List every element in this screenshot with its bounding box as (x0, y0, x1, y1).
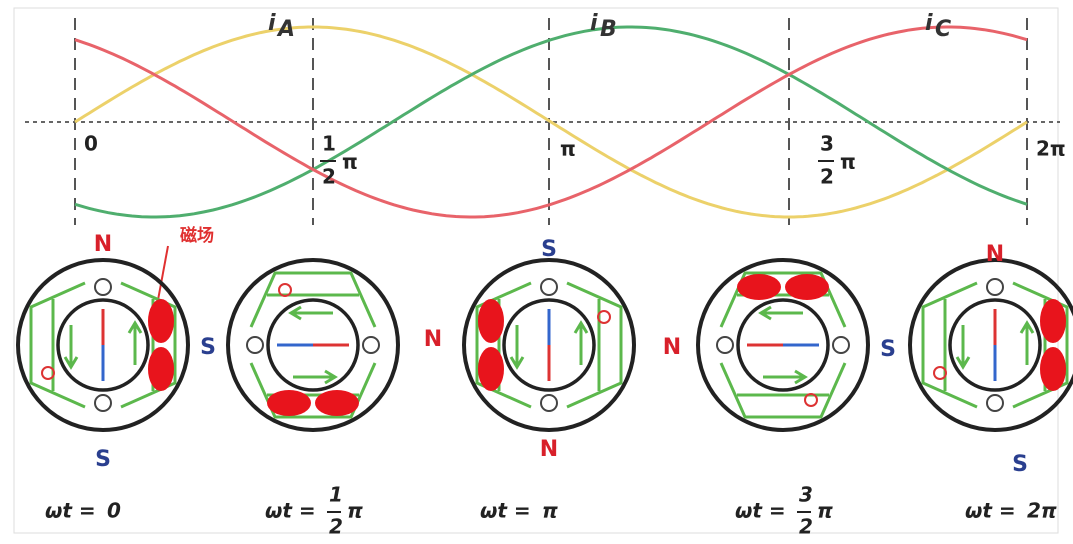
pole-label: N (94, 232, 112, 257)
caption-num: 3 (799, 483, 813, 507)
pole-label: S (541, 237, 557, 262)
axis-label-pi: π (342, 150, 358, 174)
caption-value: π (542, 499, 558, 523)
field-pole (1040, 299, 1066, 343)
axis-label-num: 3 (820, 132, 834, 156)
pole-label: N (986, 242, 1004, 267)
axis-label-num: 1 (322, 132, 336, 156)
field-pole (737, 274, 781, 300)
slot (833, 337, 849, 353)
axis-label-den: 2 (322, 165, 336, 189)
pole-label: N (663, 335, 681, 360)
caption-den: 2 (329, 515, 343, 539)
caption-den: 2 (799, 515, 813, 539)
caption-pi: π (817, 499, 833, 523)
field-annotation: 磁场 (180, 225, 214, 246)
caption-prefix: ωt = (480, 499, 531, 523)
curve-label: i (590, 11, 598, 36)
caption-prefix: ωt = (965, 499, 1016, 523)
slot (363, 337, 379, 353)
pole-label: N (540, 437, 558, 462)
axis-label-pi: π (840, 150, 856, 174)
field-pole (148, 299, 174, 343)
pole-label: S (1012, 452, 1028, 477)
field-pole (478, 347, 504, 391)
slot (541, 279, 557, 295)
axis-label: 0 (84, 132, 98, 156)
slot (717, 337, 733, 353)
caption-pi: π (347, 499, 363, 523)
slot (95, 279, 111, 295)
field-pole (148, 347, 174, 391)
caption-value: 0 (107, 499, 121, 523)
pole-label: S (200, 335, 216, 360)
slot (95, 395, 111, 411)
curve-label: i (268, 11, 276, 36)
slot (987, 279, 1003, 295)
caption-num: 1 (329, 483, 343, 507)
field-pole (478, 299, 504, 343)
field-pole (785, 274, 829, 300)
curve-label-sub: A (276, 17, 295, 42)
caption-prefix: ωt = (735, 499, 786, 523)
axis-label: π (560, 137, 576, 161)
curve-label: i (925, 11, 933, 36)
caption-value: 2π (1027, 499, 1057, 523)
pole-label: S (95, 447, 111, 472)
slot (987, 395, 1003, 411)
pole-label: S (880, 337, 896, 362)
field-pole (1040, 347, 1066, 391)
caption-prefix: ωt = (265, 499, 316, 523)
curve-label-sub: B (600, 17, 617, 42)
slot (247, 337, 263, 353)
axis-label: 2π (1036, 137, 1066, 161)
caption-prefix: ωt = (45, 499, 96, 523)
field-pole (267, 390, 311, 416)
slot (541, 395, 557, 411)
axis-label-den: 2 (820, 165, 834, 189)
field-pole (315, 390, 359, 416)
pole-label: N (424, 327, 442, 352)
diagram: 磁场 iAiBiC012ππ32π2πNSSωt =0Nωt =12πSNωt … (0, 0, 1073, 544)
background (0, 0, 1073, 544)
curve-label-sub: C (935, 17, 951, 42)
